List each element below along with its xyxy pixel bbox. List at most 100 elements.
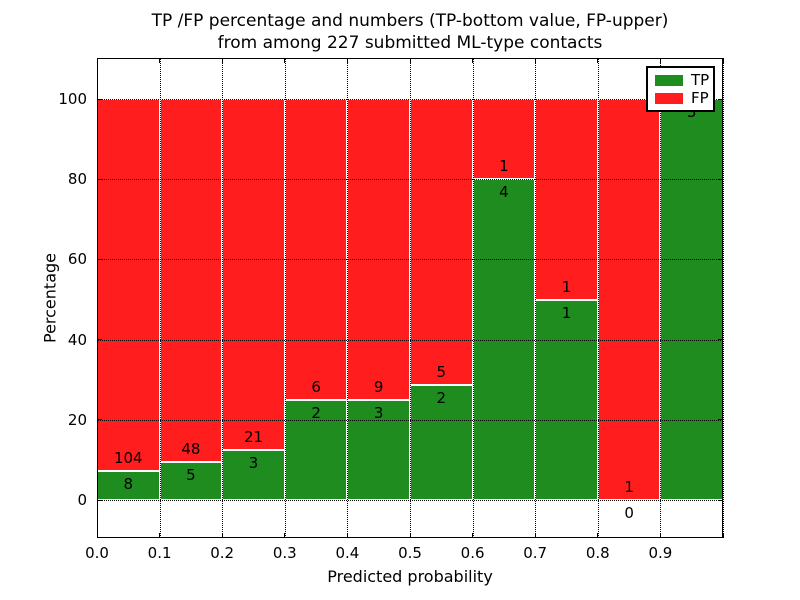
- x-axis-tick: [409, 533, 411, 538]
- bar-tp-segment: [97, 471, 160, 500]
- y-axis-tick: [718, 258, 723, 260]
- bar-tp-count-label: 2: [311, 403, 321, 422]
- bar-tp-count-label: 8: [123, 475, 134, 494]
- x-axis-tick: [534, 58, 536, 63]
- bar-fp-segment: [347, 99, 410, 400]
- x-tick-label: 0.6: [460, 544, 485, 562]
- y-axis-tick: [97, 178, 102, 180]
- x-axis-tick: [96, 58, 98, 63]
- gridline-x: [472, 58, 474, 538]
- gridline-x: [97, 58, 98, 538]
- bar-tp-segment: [284, 399, 348, 500]
- chart-title-line2: from among 227 submitted ML-type contact…: [217, 33, 603, 53]
- y-axis-tick: [718, 499, 723, 501]
- gridline-x: [535, 58, 537, 538]
- tp-swatch-icon: [655, 74, 683, 86]
- y-axis-tick: [97, 98, 102, 100]
- x-tick-label: 0.0: [85, 544, 109, 562]
- bar-tp-count-label: 5: [186, 466, 196, 485]
- gridline-x: [597, 58, 599, 538]
- y-axis-tick: [97, 499, 102, 501]
- legend: TP FP: [646, 66, 715, 112]
- x-tick-label: 0.7: [523, 544, 548, 562]
- gridline-x: [723, 58, 724, 538]
- x-axis-tick: [722, 58, 724, 63]
- legend-item-fp: FP: [655, 89, 709, 107]
- y-tick-label: 40: [67, 330, 87, 349]
- bar-fp-segment: [284, 99, 348, 400]
- x-axis-tick: [159, 533, 161, 538]
- bar-tp-segment: [472, 179, 536, 500]
- y-tick-label: 80: [67, 170, 87, 189]
- bar-fp-count-label: 1: [499, 157, 509, 176]
- x-axis-tick: [346, 58, 348, 63]
- bar-fp-count-label: 1: [561, 277, 572, 296]
- legend-label-tp: TP: [691, 71, 710, 89]
- bar-fp-count-label: 6: [311, 377, 321, 396]
- bar-fp-segment: [97, 99, 160, 472]
- x-axis-tick: [659, 58, 661, 63]
- x-axis-tick: [597, 58, 599, 63]
- x-axis-tick: [221, 58, 223, 63]
- legend-item-tp: TP: [655, 71, 710, 89]
- x-axis-tick: [284, 58, 286, 63]
- gridline-x: [222, 58, 224, 538]
- chart-title-line1: TP /FP percentage and numbers (TP-bottom…: [151, 11, 669, 31]
- bar-fp-segment: [222, 99, 285, 450]
- bar-fp-count-label: 21: [243, 427, 264, 446]
- bar-fp-count-label: 104: [113, 449, 143, 468]
- y-axis-tick: [718, 339, 723, 341]
- bar-tp-count-label: 3: [373, 403, 384, 422]
- gridline-x: [410, 58, 411, 538]
- y-axis-tick: [718, 178, 723, 180]
- bar-tp-segment: [159, 462, 223, 500]
- x-axis-tick: [472, 533, 474, 538]
- bar-tp-segment: [535, 299, 598, 500]
- x-tick-label: 0.1: [147, 544, 172, 562]
- bar-tp-segment: [410, 385, 473, 500]
- legend-label-fp: FP: [691, 89, 709, 107]
- y-tick-label: 60: [67, 250, 87, 269]
- bar-tp-segment: [660, 99, 723, 500]
- gridline-x: [347, 58, 349, 538]
- y-tick-label: 0: [77, 491, 87, 509]
- gridline-x: [284, 58, 286, 538]
- x-axis-tick: [534, 533, 536, 538]
- bar-fp-segment: [159, 99, 223, 463]
- bar-fp-segment: [472, 99, 536, 180]
- y-tick-label: 20: [67, 410, 87, 429]
- x-tick-label: 0.9: [648, 544, 673, 562]
- bar-tp-count-label: 4: [499, 183, 509, 202]
- y-tick-label: 100: [58, 90, 87, 108]
- x-axis-tick: [597, 533, 599, 538]
- bar-fp-count-label: 48: [181, 440, 201, 459]
- bar-fp-count-label: 9: [373, 377, 384, 396]
- x-axis-tick: [346, 533, 348, 538]
- x-axis-tick: [284, 533, 286, 538]
- bar-fp-count-label: 1: [624, 478, 634, 496]
- fp-swatch-icon: [655, 92, 683, 104]
- y-axis-tick: [97, 339, 102, 341]
- y-axis-tick: [97, 258, 102, 260]
- bar-tp-count-label: 3: [686, 103, 697, 121]
- x-axis-label: Predicted probability: [327, 567, 493, 586]
- x-axis-tick: [409, 58, 411, 63]
- gridline-x: [159, 58, 161, 538]
- x-tick-label: 0.5: [398, 544, 422, 562]
- x-axis-tick: [159, 58, 161, 63]
- chart-title: TP /FP percentage and numbers (TP-bottom…: [97, 10, 723, 54]
- bar-fp-count-label: 5: [436, 363, 447, 382]
- x-tick-label: 0.8: [585, 544, 610, 562]
- x-tick-label: 0.2: [210, 544, 235, 562]
- bar-tp-count-label: 0: [624, 504, 634, 522]
- bar-tp-count-label: 3: [248, 453, 259, 472]
- bar-tp-count-label: 2: [436, 389, 447, 408]
- bar-fp-segment: [410, 99, 473, 386]
- bar-fp-segment: [597, 99, 661, 500]
- bar-tp-count-label: 1: [561, 303, 572, 322]
- bar-fp-segment: [535, 99, 598, 300]
- plot-area: 1048485213629352141110030.00.10.20.30.40…: [58, 58, 724, 562]
- y-axis-tick: [97, 419, 102, 421]
- x-tick-label: 0.4: [335, 544, 360, 562]
